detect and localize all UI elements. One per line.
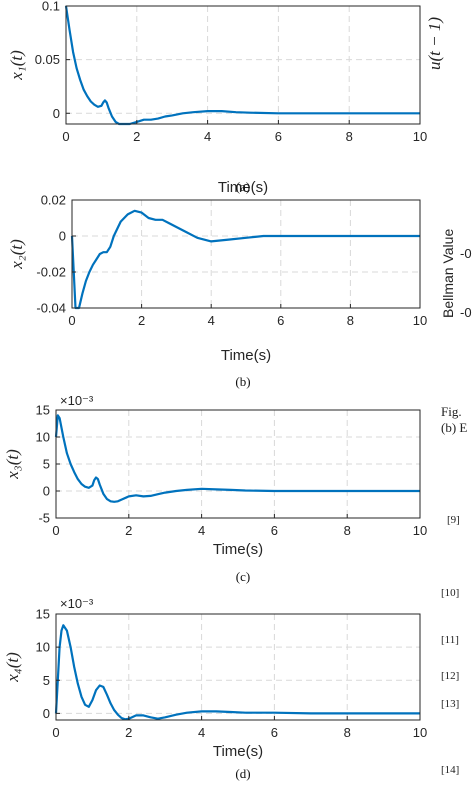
caption-d: (d) xyxy=(235,766,251,781)
x-tick-label: 4 xyxy=(208,313,215,328)
y-tick-label: 10 xyxy=(36,430,50,445)
side-ref-14: [14] xyxy=(441,764,460,776)
x-tick-label: 2 xyxy=(133,129,140,144)
y-tick-label: 15 xyxy=(36,403,50,418)
y-tick-label: 5 xyxy=(43,673,50,688)
y-tick-label: -5 xyxy=(38,511,50,526)
series-line xyxy=(70,209,420,310)
plot-frame xyxy=(65,5,421,125)
x-ticks: 0 2 4 6 8 10 xyxy=(62,120,427,144)
y-tick-label: 0.1 xyxy=(42,0,60,14)
x-tick-label: 10 xyxy=(413,313,427,328)
y-tick-label: -0.02 xyxy=(36,265,66,280)
y-tick-label: 0 xyxy=(43,484,50,499)
series-group xyxy=(64,5,420,126)
x-tick-label: 10 xyxy=(413,523,427,538)
x-tick-label: 4 xyxy=(198,725,205,740)
grid xyxy=(66,6,420,124)
x-axis-label: Time(s) xyxy=(218,179,268,196)
x-tick-label: 0 xyxy=(52,725,59,740)
x-tick-label: 6 xyxy=(271,523,278,538)
series-group xyxy=(54,414,420,503)
x-axis-label: Time(s) xyxy=(213,743,263,760)
x-tick-label: 6 xyxy=(277,313,284,328)
side-ylabel-u: u(t − 1) xyxy=(425,16,444,70)
x-tick-label: 6 xyxy=(275,129,282,144)
plot-frame xyxy=(71,199,421,309)
series-group xyxy=(54,624,420,721)
y-tick-label: 10 xyxy=(36,640,50,655)
y-ticks: -0.04 -0.02 0 0.02 xyxy=(36,193,76,316)
x-ticks: 0 2 4 6 8 10 xyxy=(52,514,427,538)
side-fig-label: Fig. xyxy=(441,404,462,419)
x-tick-label: 8 xyxy=(344,523,351,538)
x-tick-label: 2 xyxy=(138,313,145,328)
x-tick-label: 0 xyxy=(52,523,59,538)
x-tick-label: 8 xyxy=(344,725,351,740)
x-axis-label: Time(s) xyxy=(213,541,263,558)
y-tick-label: 15 xyxy=(36,607,50,622)
y-axis-label: x₂(t) xyxy=(7,239,26,270)
caption-c: (c) xyxy=(235,569,251,584)
y-tick-label: 0 xyxy=(53,106,60,121)
side-neg-tick-2: -0 xyxy=(460,305,472,320)
x-tick-label: 0 xyxy=(62,129,69,144)
x-tick-label: 2 xyxy=(125,725,132,740)
axis-multiplier: ×10⁻³ xyxy=(60,596,94,611)
side-ref-12: [12] xyxy=(441,670,460,682)
y-tick-label: -0.04 xyxy=(36,301,66,316)
x-tick-label: 10 xyxy=(413,725,427,740)
side-neg-tick-1: -0 xyxy=(460,246,472,261)
series-group xyxy=(70,209,420,310)
side-ref-10: [10] xyxy=(441,587,460,599)
y-ticks: 0 0.05 0.1 xyxy=(35,0,70,125)
series-line xyxy=(64,5,420,126)
x-tick-label: 0 xyxy=(68,313,75,328)
x-tick-label: 4 xyxy=(204,129,211,144)
x-tick-label: 10 xyxy=(413,129,427,144)
x-ticks: 0 2 4 6 8 10 xyxy=(68,304,427,328)
series-line xyxy=(54,414,420,503)
series-line xyxy=(54,624,420,721)
x-tick-label: 4 xyxy=(198,523,205,538)
axis-multiplier: ×10⁻³ xyxy=(60,393,94,408)
grid xyxy=(72,200,420,308)
y-tick-label: 0.05 xyxy=(35,52,60,67)
chart-panel-b: 0 2 4 6 8 10 -0.04 -0.02 0 0.02 Time(s) x₂(t) xyxy=(7,193,427,365)
y-axis-label: x₃(t) xyxy=(3,449,22,480)
side-ref-13: [13] xyxy=(441,698,460,710)
side-bellman-label: Bellman Value xyxy=(440,228,456,318)
side-fig-b: (b) E xyxy=(441,420,468,435)
y-tick-label: 0 xyxy=(59,229,66,244)
y-tick-label: 0 xyxy=(43,706,50,721)
caption-b: (b) xyxy=(235,374,251,389)
y-ticks: -5 0 5 10 15 xyxy=(36,403,60,526)
x-tick-label: 2 xyxy=(125,523,132,538)
x-tick-label: 6 xyxy=(271,725,278,740)
y-ticks: 0 5 10 15 xyxy=(36,607,60,721)
y-tick-label: 0.02 xyxy=(41,193,66,208)
y-axis-label: x₄(t) xyxy=(3,652,22,683)
y-tick-label: 5 xyxy=(43,457,50,472)
x-ticks: 0 2 4 6 8 10 xyxy=(52,716,427,740)
side-ref-9: [9] xyxy=(447,514,460,526)
plot-frame xyxy=(55,613,421,721)
chart-panel-a: 0 2 4 6 8 10 0 0.05 0.1 Time(s) x₁(t) xyxy=(7,0,427,196)
caption-a: (a) xyxy=(235,179,251,194)
chart-panel-d: ×10⁻³ 0 2 4 6 8 10 0 5 10 15 Time(s) x₄(t) xyxy=(3,596,427,760)
x-tick-label: 8 xyxy=(347,313,354,328)
side-ref-11: [11] xyxy=(441,634,459,646)
x-axis-label: Time(s) xyxy=(221,347,271,364)
y-axis-label: x₁(t) xyxy=(7,50,26,81)
x-tick-label: 8 xyxy=(346,129,353,144)
